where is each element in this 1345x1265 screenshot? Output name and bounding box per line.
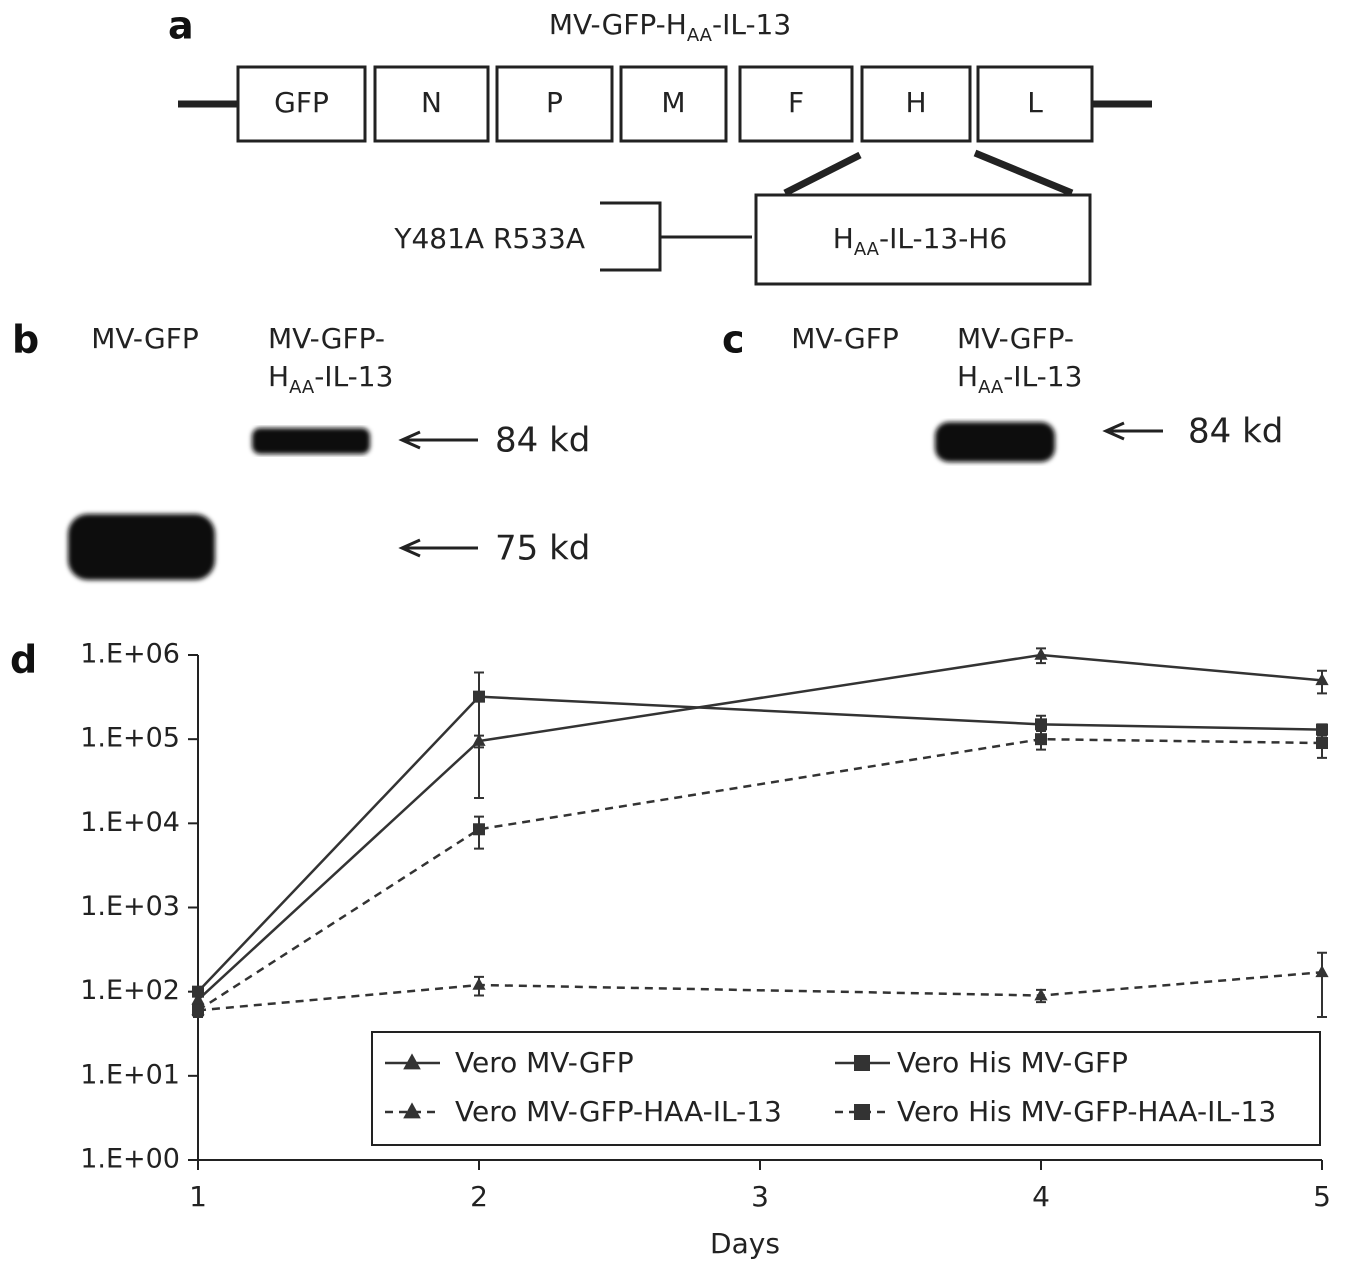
panel-label: d — [10, 638, 37, 682]
marker — [1035, 733, 1047, 745]
lane-label: MV-GFP — [91, 322, 199, 355]
mutations: Y481A R533A — [393, 222, 585, 255]
insert-line — [785, 155, 860, 193]
lane-label: MV-GFP- — [268, 322, 385, 355]
y-tick-label: 1.E+01 — [80, 1059, 180, 1090]
gene-label: P — [546, 86, 563, 119]
legend-label: Vero His MV-GFP-HAA-IL-13 — [897, 1095, 1276, 1128]
lane-label: HAA-IL-13 — [957, 360, 1082, 398]
insert-part: H — [833, 222, 854, 255]
marker — [1035, 718, 1047, 730]
marker — [1315, 965, 1328, 977]
marker — [473, 823, 485, 835]
y-tick-label: 1.E+03 — [80, 891, 180, 922]
marker — [1316, 737, 1328, 749]
band — [935, 422, 1055, 462]
series-line — [198, 739, 1322, 1010]
series-line — [198, 972, 1322, 1010]
construct-title: MV-GFP-HAA-IL-13 — [549, 8, 791, 46]
y-tick-label: 1.E+04 — [80, 807, 180, 838]
lane-label: MV-GFP — [791, 322, 899, 355]
lane-label: HAA-IL-13 — [268, 360, 393, 398]
lane-label: MV-GFP- — [957, 322, 1074, 355]
title-part: MV-GFP-H — [549, 8, 687, 41]
figure: a MV-GFP-HAA-IL-13 GFPNPMFHL HAA-IL-13-H… — [0, 0, 1345, 1265]
marker-label: 75 kd — [495, 529, 590, 569]
title-sub: AA — [687, 25, 713, 46]
legend-label: Vero His MV-GFP — [897, 1046, 1128, 1079]
gene-label: F — [788, 86, 804, 119]
lane-part: H — [268, 360, 289, 393]
genome: GFP N P M F H L — [238, 67, 1092, 141]
y-tick-label: 1.E+05 — [80, 723, 180, 754]
panel-label: b — [12, 318, 39, 362]
bracket — [600, 203, 660, 270]
gene-label: L — [1027, 86, 1043, 119]
gene-label: M — [661, 86, 685, 119]
legend-label: Vero MV-GFP — [455, 1046, 634, 1079]
marker — [472, 978, 485, 990]
insert-sub: AA — [854, 239, 880, 260]
arrow — [1106, 423, 1163, 439]
title-part: -IL-13 — [712, 8, 791, 41]
x-tick-label: 3 — [751, 1180, 769, 1213]
insert-line — [975, 153, 1072, 193]
arrow — [402, 540, 478, 556]
legend-marker — [854, 1055, 870, 1071]
marker — [192, 986, 204, 998]
y-tick-label: 1.E+02 — [80, 975, 180, 1006]
x-tick-label: 5 — [1313, 1180, 1331, 1213]
marker-label: 84 kd — [495, 421, 590, 461]
lane-part: -IL-13 — [1003, 360, 1082, 393]
error-bar — [1317, 953, 1327, 1017]
y-tick-label: 1.E+00 — [80, 1144, 180, 1175]
panel-label: a — [168, 4, 194, 48]
lane-sub: AA — [978, 377, 1004, 398]
band — [68, 514, 215, 580]
arrow — [402, 432, 478, 448]
gene-label: GFP — [274, 86, 329, 119]
lane-sub: AA — [289, 377, 315, 398]
panel-label: c — [722, 318, 745, 362]
lane-part: -IL-13 — [314, 360, 393, 393]
legend-label: Vero MV-GFP-HAA-IL-13 — [455, 1095, 782, 1128]
x-tick-label: 4 — [1032, 1180, 1050, 1213]
x-axis-label: Days — [710, 1227, 780, 1260]
marker — [473, 691, 485, 703]
series-line — [198, 655, 1322, 1000]
gene-label: N — [421, 86, 442, 119]
x-tick-label: 2 — [470, 1180, 488, 1213]
gene-label: H — [905, 86, 926, 119]
marker — [1034, 648, 1047, 660]
x-tick-label: 1 — [189, 1180, 207, 1213]
marker-label: 84 kd — [1188, 412, 1283, 452]
insert-part: -IL-13-H6 — [879, 222, 1007, 255]
y-tick-label: 1.E+06 — [80, 639, 180, 670]
marker — [192, 1004, 204, 1016]
lane-part: H — [957, 360, 978, 393]
band — [252, 428, 370, 454]
legend-marker — [854, 1104, 870, 1120]
